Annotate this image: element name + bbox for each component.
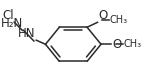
Text: HN: HN — [18, 27, 36, 40]
Text: Cl: Cl — [2, 9, 14, 22]
Text: H₂N: H₂N — [1, 17, 23, 30]
Text: O: O — [98, 9, 107, 22]
Text: CH₃: CH₃ — [110, 15, 128, 25]
Text: O: O — [112, 38, 121, 51]
Text: CH₃: CH₃ — [124, 39, 142, 49]
